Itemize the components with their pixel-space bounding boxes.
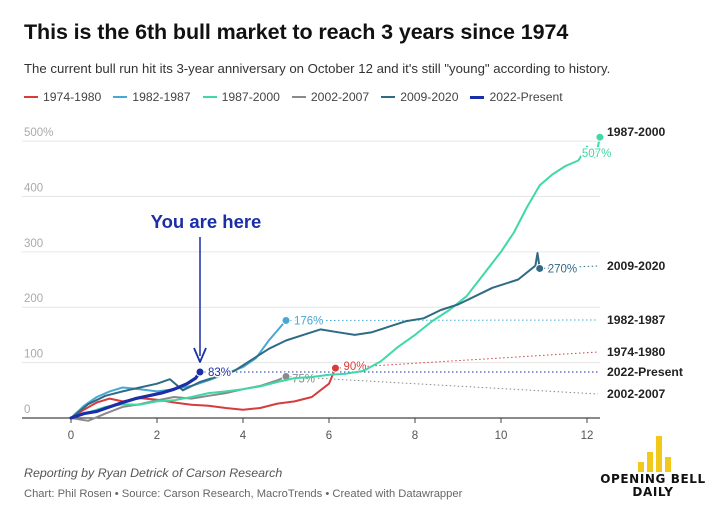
leader-line: [285, 375, 599, 395]
y-tick-label: 200: [24, 293, 43, 305]
series-end-label: 2022-Present: [607, 365, 683, 379]
legend: 1974-1980 1982-1987 1987-2000 2002-2007 …: [24, 90, 575, 104]
legend-label: 2022-Present: [489, 90, 563, 104]
legend-item-2009-2020: 2009-2020: [381, 90, 458, 104]
y-tick-label: 500%: [24, 127, 53, 139]
x-tick-label: 6: [326, 430, 332, 442]
series-end-label: 2002-2007: [607, 387, 666, 401]
legend-swatch: [381, 96, 396, 98]
series-value-label: 83%: [208, 367, 231, 379]
chart-credit: Chart: Phil Rosen • Source: Carson Resea…: [24, 488, 463, 500]
legend-swatch: [24, 96, 38, 98]
legend-item-1982-1987: 1982-1987: [113, 90, 191, 104]
series-line-2022-Present: [69, 370, 202, 420]
series-end-dot: [281, 316, 291, 326]
leader-line: [285, 319, 599, 322]
annotation-arrow-head-icon: [193, 347, 207, 363]
y-tick-label: 300: [24, 238, 43, 250]
series-value-label: 507%: [582, 148, 611, 160]
legend-label: 1982-1987: [132, 90, 191, 104]
reporting-note: Reporting by Ryan Detrick of Carson Rese…: [24, 466, 283, 480]
legend-swatch: [113, 96, 128, 98]
series-value-label: 176%: [294, 316, 323, 328]
legend-item-2022-present: 2022-Present: [470, 90, 563, 104]
legend-swatch: [470, 95, 485, 99]
y-tick-label: 0: [24, 404, 30, 416]
x-tick-label: 2: [154, 430, 160, 442]
x-tick-label: 12: [581, 430, 594, 442]
chart-subtitle: The current bull run hit its 3-year anni…: [24, 61, 611, 76]
series-end-label: 1974-1980: [607, 345, 666, 359]
x-tick-label: 8: [412, 430, 418, 442]
series-end-dot: [535, 263, 545, 273]
series-end-label: 2009-2020: [607, 259, 666, 273]
x-tick-label: 0: [68, 430, 74, 442]
legend-label: 2009-2020: [400, 90, 459, 104]
legend-item-1974-1980: 1974-1980: [24, 90, 101, 104]
y-tick-label: 400: [24, 182, 43, 194]
brand-name: OPENING BELL DAILY: [592, 473, 714, 499]
legend-swatch: [202, 96, 217, 98]
series-end-dot: [330, 363, 340, 373]
series-line-1974-1980: [70, 367, 337, 419]
leader-line: [539, 265, 599, 269]
legend-label: 2002-2007: [310, 90, 370, 104]
series-end-dot: [195, 367, 205, 377]
legend-item-1987-2000: 1987-2000: [202, 90, 280, 104]
brand-logo: OPENING BELL DAILY: [592, 436, 714, 499]
series-value-label: 270%: [548, 263, 577, 275]
legend-label: 1987-2000: [221, 90, 280, 104]
series-end-dot: [595, 132, 605, 142]
bar-chart-logo-icon: [638, 436, 672, 472]
x-tick-label: 4: [240, 430, 247, 442]
brand-line-2: DAILY: [632, 485, 674, 499]
brand-line-1: OPENING BELL: [600, 472, 706, 486]
x-tick-label: 10: [495, 430, 508, 442]
series-end-label: 1982-1987: [607, 313, 666, 327]
line-chart: 0 100 200 300 400 500% 0 2 4 6 8 10 12 1987-2000 2009-…: [22, 125, 683, 442]
legend-swatch: [291, 96, 306, 98]
chart-title: This is the 6th bull market to reach 3 y…: [24, 20, 569, 44]
legend-item-2002-2007: 2002-2007: [291, 90, 370, 104]
legend-label: 1974-1980: [43, 90, 102, 104]
y-tick-label: 100: [24, 349, 43, 361]
series-line-2009-2020: [70, 252, 541, 419]
series-line-1987-2000: [70, 136, 601, 419]
you-are-here-label: You are here: [151, 211, 262, 232]
series-end-label: 1987-2000: [607, 125, 666, 139]
series-value-label: 75%: [292, 373, 315, 385]
